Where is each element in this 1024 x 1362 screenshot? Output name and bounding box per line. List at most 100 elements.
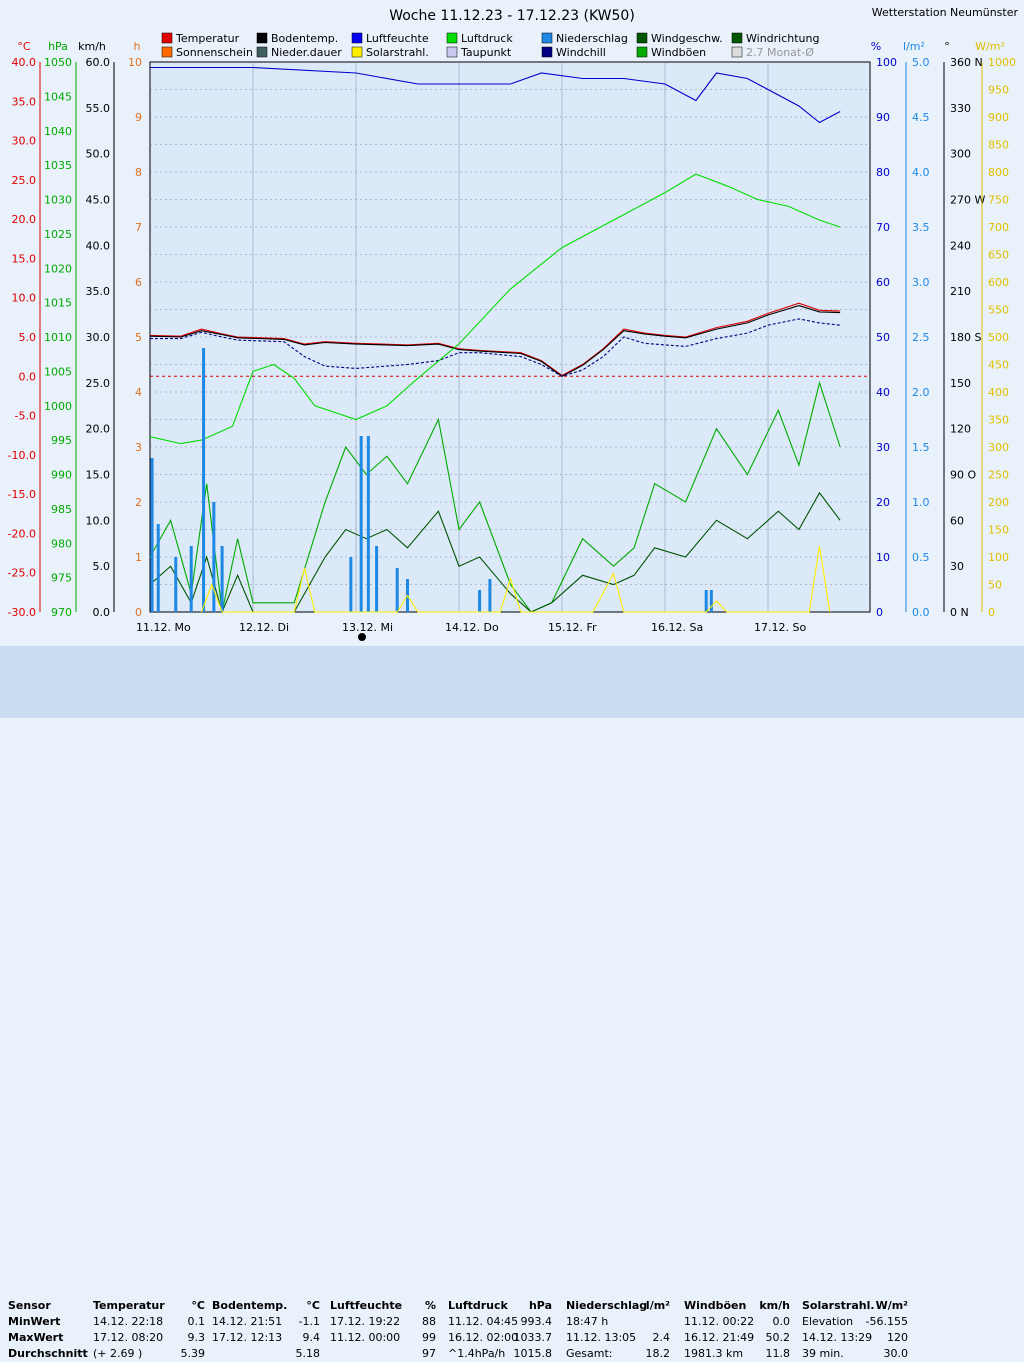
stats-cell-value: 30.0 (883, 1347, 909, 1360)
precip-bar (220, 546, 224, 612)
axis-unit: hPa (48, 40, 68, 53)
wm2-tick: 550 (988, 304, 1009, 317)
chart-marks (149, 66, 841, 614)
wm2-tick: 650 (988, 249, 1009, 262)
stats-cell-value: 50.2 (765, 1331, 791, 1344)
wm2-tick: 300 (988, 441, 1009, 454)
celsius-tick: 5.0 (19, 331, 37, 344)
stats-cell-value: 2.4 (652, 1331, 671, 1344)
stats-cell: Windböen km/h (684, 1298, 790, 1314)
stats-cell: 14.12. 13:29 120 (802, 1330, 908, 1346)
precip-bar (478, 590, 482, 612)
stats-cell-value: 88 (422, 1315, 436, 1328)
celsius-tick: -25.0 (8, 567, 36, 580)
hpa-tick: 1025 (44, 228, 72, 241)
series-line-bodentemp (149, 305, 841, 377)
stats-cell-value: 5.39 (180, 1347, 206, 1360)
kmh-tick: 50.0 (86, 148, 111, 161)
stats-cell-value: % (424, 1299, 436, 1312)
stats-label-avg: Durchschnitt (8, 1347, 88, 1360)
stats-cell: 39 min. 30.0 (802, 1346, 908, 1362)
hours-tick: 5 (135, 331, 142, 344)
stats-cell: (+ 2.69 ) 5.39 (93, 1346, 205, 1362)
day-label: 13.12. Mi (342, 621, 393, 634)
axis-unit: W/m² (975, 40, 1005, 53)
stats-cell: 16.12. 02:00 1033.7 (448, 1330, 552, 1346)
hours-tick: 1 (135, 551, 142, 564)
celsius-tick: 10.0 (12, 292, 37, 305)
stats-cell-label: 16.12. 02:00 (448, 1331, 519, 1344)
precip-bar (156, 524, 160, 612)
celsius-tick: -10.0 (8, 449, 36, 462)
stats-cell-value: 9.3 (187, 1331, 206, 1344)
stats-cell-label: 11.12. 00:00 (330, 1331, 401, 1344)
stats-cell-value: 120 (887, 1331, 908, 1344)
stats-cell-label: Luftfeuchte (330, 1299, 403, 1312)
stats-cell-value: 9.4 (302, 1331, 321, 1344)
stats-row-labels: Sensor MinWert MaxWert Durchschnitt (8, 1298, 88, 1362)
hpa-tick: 1010 (44, 331, 72, 344)
axes: °C hPa km/h h% l/m² ° W/m²40.035.030.025.020.0… (8, 40, 1016, 641)
stats-cell-label: 14.12. 22:18 (93, 1315, 164, 1328)
lm2-tick: 3.5 (912, 221, 930, 234)
wm2-tick: 150 (988, 524, 1009, 537)
lm2-tick: 3.0 (912, 276, 930, 289)
celsius-tick: -5.0 (15, 410, 36, 423)
hours-tick: 8 (135, 166, 142, 179)
wm2-tick: 850 (988, 139, 1009, 152)
stats-cell-label: Temperatur (93, 1299, 165, 1312)
percent-tick: 30 (876, 441, 890, 454)
series-line-luftdruck (149, 173, 841, 445)
stats-col-luftfeuchte: Luftfeuchte% 17.12. 19:22 88 11.12. 00:00 99… (330, 1298, 436, 1362)
precip-bar (366, 436, 370, 612)
stats-cell: 14.12. 21:51 -1.1 (212, 1314, 320, 1330)
series-line-taupunkt (150, 318, 841, 377)
percent-tick: 80 (876, 166, 890, 179)
legend-label: Niederschlag (556, 32, 628, 45)
stats-cell-label: 14.12. 21:51 (212, 1315, 283, 1328)
stats-label-max: MaxWert (8, 1331, 64, 1344)
hpa-tick: 1030 (44, 194, 72, 207)
legend-swatch (446, 32, 458, 44)
wm2-tick: 950 (988, 84, 1009, 97)
stats-cell-value: °C (191, 1299, 205, 1312)
stats-cell-value: 11.8 (765, 1347, 791, 1360)
stats-cell-label: 11.12. 00:22 (684, 1315, 755, 1328)
axis-unit: h (134, 40, 141, 53)
hpa-tick: 1015 (44, 297, 72, 310)
series-line-temperatur (149, 302, 841, 377)
weather-chart: Woche 11.12.23 - 17.12.23 (KW50) Wetters… (8, 6, 1018, 641)
precip-bar (375, 546, 379, 612)
lm2-tick: 4.5 (912, 111, 930, 124)
legend-swatch (636, 32, 648, 44)
wm2-tick: 800 (988, 166, 1009, 179)
hours-tick: 2 (135, 496, 142, 509)
legend-swatch (256, 32, 268, 44)
hpa-tick: 1035 (44, 159, 72, 172)
legend-label: Windrichtung (746, 32, 819, 45)
lm2-tick: 0.5 (912, 551, 930, 564)
legend-swatch (351, 46, 363, 58)
hpa-tick: 985 (51, 503, 72, 516)
deg-tick: 0 N (950, 606, 969, 619)
legend-swatch (161, 46, 173, 58)
axis-unit: % (871, 40, 881, 53)
legend-swatch (731, 32, 743, 44)
lm2-tick: 2.0 (912, 386, 930, 399)
wm2-tick: 0 (988, 606, 995, 619)
stats-cell-label: Niederschlag (566, 1299, 648, 1312)
stats-col-niederschlag: Niederschlag l/m² 18:47 h 11.12. 13:05 2.4 Ge… (566, 1298, 670, 1362)
hpa-tick: 1020 (44, 262, 72, 275)
hours-tick: 9 (135, 111, 142, 124)
stats-cell: Luftdruck hPa (448, 1298, 552, 1314)
hpa-tick: 975 (51, 572, 72, 585)
legend-label: Solarstrahl. (366, 46, 429, 59)
legend-label: Windchill (556, 46, 606, 59)
precip-bar (709, 590, 713, 612)
stats-cell: 11.12. 04:45 993.4 (448, 1314, 552, 1330)
legend-swatch (541, 46, 553, 58)
stats-cell-value: 993.4 (520, 1315, 553, 1328)
stats-panel: Sensor MinWert MaxWert Durchschnitt Temp… (0, 646, 1024, 1360)
celsius-tick: -15.0 (8, 488, 36, 501)
percent-tick: 90 (876, 111, 890, 124)
